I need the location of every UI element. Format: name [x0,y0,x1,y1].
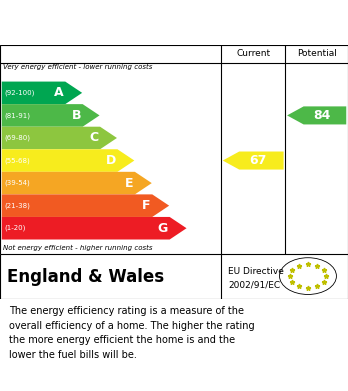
Text: Very energy efficient - lower running costs: Very energy efficient - lower running co… [3,64,153,70]
Text: 2002/91/EC: 2002/91/EC [228,280,280,289]
Polygon shape [2,194,169,217]
Text: 67: 67 [250,154,267,167]
Text: D: D [105,154,116,167]
Polygon shape [2,149,134,172]
Polygon shape [2,172,152,194]
Text: (55-68): (55-68) [4,157,30,164]
Polygon shape [2,82,82,104]
Polygon shape [2,127,117,149]
Polygon shape [2,104,100,127]
Text: Potential: Potential [297,49,337,58]
Text: Energy Efficiency Rating: Energy Efficiency Rating [9,15,219,30]
Text: (92-100): (92-100) [4,90,34,96]
Text: E: E [125,177,133,190]
Text: G: G [158,222,168,235]
Text: 84: 84 [313,109,330,122]
Text: EU Directive: EU Directive [228,267,284,276]
Text: (1-20): (1-20) [4,225,25,231]
Text: England & Wales: England & Wales [7,267,164,286]
Polygon shape [2,217,187,240]
Polygon shape [223,152,284,170]
Text: (21-38): (21-38) [4,203,30,209]
Text: Not energy efficient - higher running costs: Not energy efficient - higher running co… [3,245,153,251]
Text: The energy efficiency rating is a measure of the
overall efficiency of a home. T: The energy efficiency rating is a measur… [9,307,254,360]
Text: Current: Current [236,49,270,58]
Text: F: F [142,199,150,212]
Text: C: C [89,131,98,145]
Text: (81-91): (81-91) [4,112,30,118]
Text: A: A [54,86,63,99]
Text: (69-80): (69-80) [4,135,30,141]
Text: B: B [71,109,81,122]
Text: (39-54): (39-54) [4,180,30,187]
Polygon shape [287,106,346,124]
